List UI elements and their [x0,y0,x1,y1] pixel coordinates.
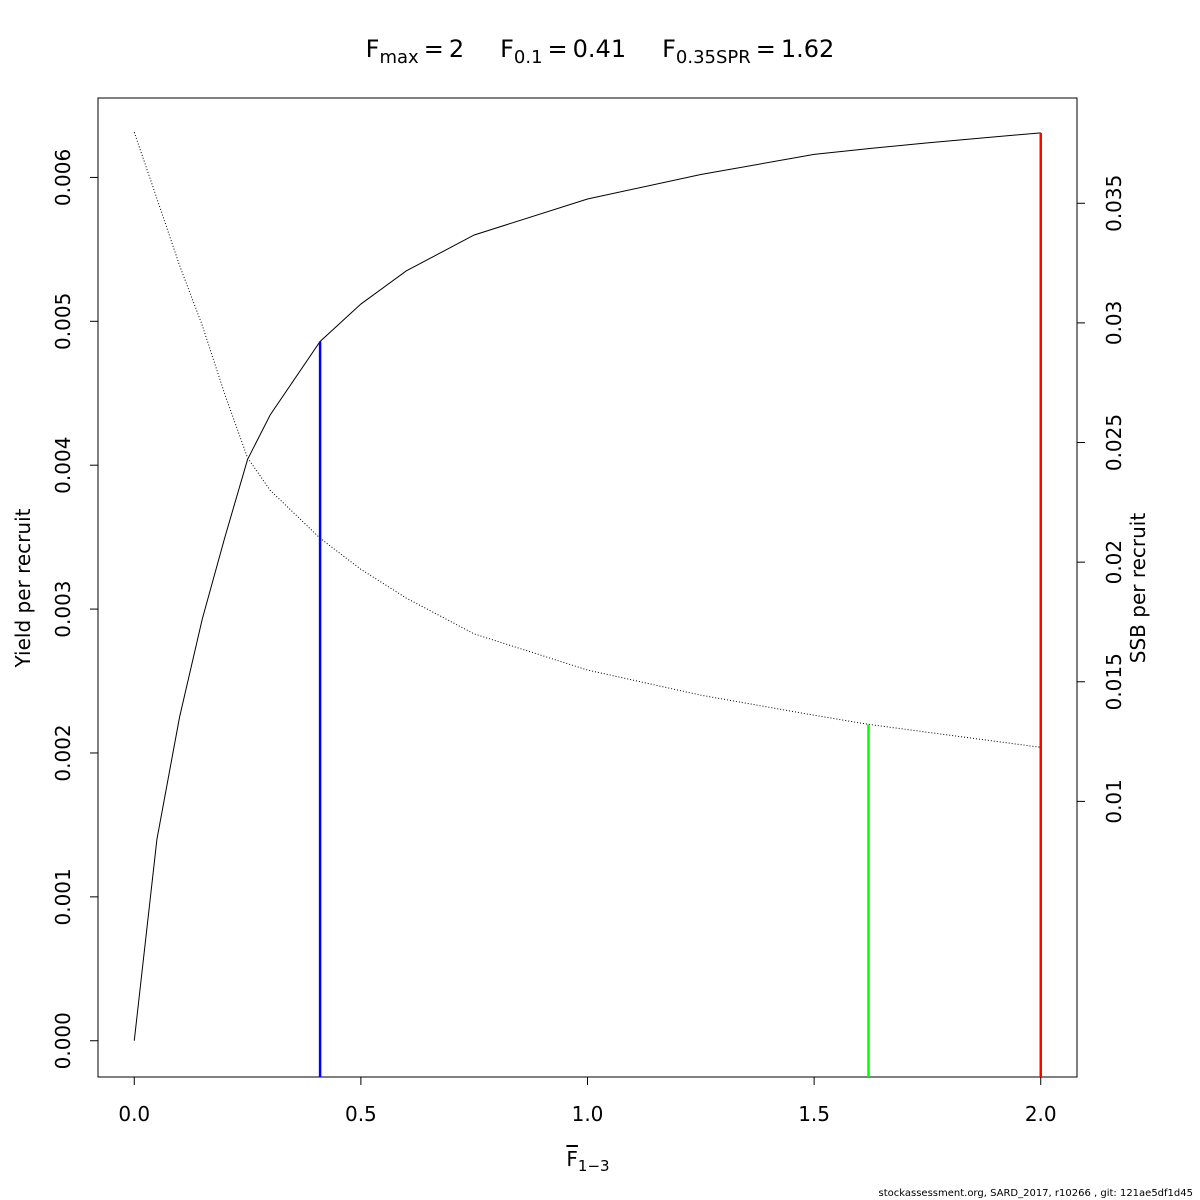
y-axis-label: Yield per recruit [11,508,35,668]
y2-tick-label: 0.01 [1102,779,1126,824]
title-value: 1.62 [781,35,834,63]
title-subscript: 0.35SPR [676,47,751,68]
y2-tick-label: 0.035 [1102,175,1126,232]
x-tick-label: 0.0 [118,1102,150,1126]
title-symbol: F [662,35,676,63]
x-axis-label: F1−3 [566,1147,609,1175]
y-tick-label: 0.006 [51,149,75,206]
y2-tick-label: 0.025 [1102,414,1126,471]
x-label-symbol: F [566,1147,578,1171]
y2-tick-label: 0.02 [1102,540,1126,585]
y2-tick-label: 0.015 [1102,653,1126,710]
y2-axis-label: SSB per recruit [1126,513,1150,664]
x-tick-label: 2.0 [1025,1102,1057,1126]
title-value: 2 [449,35,464,63]
series-line [133,132,1041,748]
footer: stockassessment.org, SARD_2017, r10266 ,… [879,1188,1194,1199]
title-subscript: max [379,47,419,68]
title-relation: = [756,35,776,63]
x-tick-label: 1.0 [572,1102,604,1126]
y-tick-label: 0.002 [51,724,75,781]
title-relation: = [424,35,444,63]
y2-tick-label: 0.03 [1102,301,1126,346]
plot-frame [97,97,1078,1078]
chart-title: Fmax = 2 F0.1 = 0.41 F0.35SPR = 1.62 [366,35,835,68]
title-value: 0.41 [573,35,626,63]
x-tick-label: 0.5 [345,1102,377,1126]
y-tick-label: 0.003 [51,580,75,637]
series-line [133,132,1041,1041]
y-tick-label: 0.004 [51,437,75,494]
y-tick-label: 0.005 [51,293,75,350]
title-symbol: F [500,35,514,63]
y-tick-label: 0.000 [51,1012,75,1069]
title-symbol: F [366,35,380,63]
x-label-subscript: 1−3 [578,1157,610,1175]
title-subscript: 0.1 [514,47,543,68]
x-tick-label: 1.5 [798,1102,830,1126]
title-relation: = [548,35,568,63]
y-tick-label: 0.001 [51,868,75,925]
